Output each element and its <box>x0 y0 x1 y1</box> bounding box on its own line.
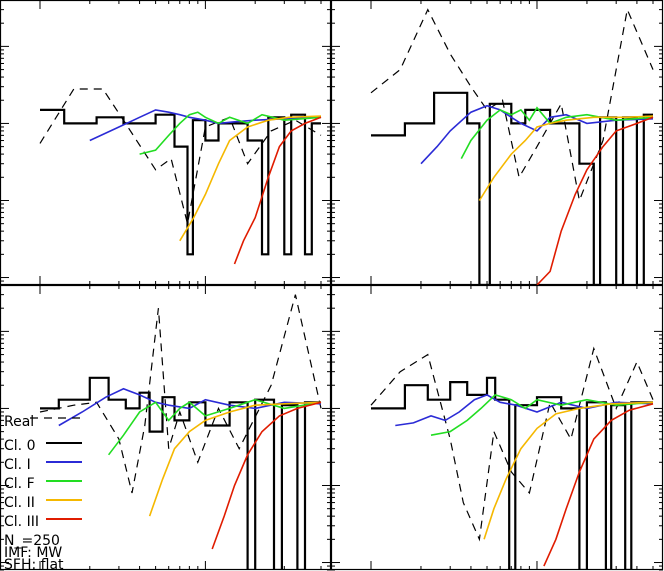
series-cl-f <box>139 111 322 155</box>
series-group <box>39 294 322 570</box>
panel-frame <box>0 0 332 286</box>
series-real <box>39 88 322 224</box>
series-group <box>370 346 654 570</box>
series-cl-i <box>420 104 654 165</box>
legend-label-cl3: Cl. III <box>4 514 39 530</box>
panel-2 <box>330 0 664 286</box>
panel-1 <box>0 0 332 286</box>
legend-label-cl0: Cl. 0 <box>4 438 35 454</box>
series-cl-0 <box>371 91 653 285</box>
series-cl-ii <box>478 115 654 201</box>
series-cl-i <box>58 387 322 427</box>
panel-3 <box>0 284 332 571</box>
series-group <box>370 7 654 285</box>
panel-frame <box>330 0 664 286</box>
legend-note-imf: IMF: MW <box>4 545 62 561</box>
series-cl-i <box>89 109 322 142</box>
legend-note-n: N_=250 <box>4 533 60 549</box>
series-cl-iii <box>233 116 322 265</box>
legend-label-real: Real <box>4 414 34 430</box>
series-real <box>39 294 322 494</box>
series-cl-f <box>107 398 322 456</box>
series-cl-ii <box>179 115 322 242</box>
series-cl-f <box>430 394 654 436</box>
series-cl-iii <box>211 401 322 550</box>
series-cl-f <box>460 106 654 159</box>
panel-4 <box>330 284 664 571</box>
panel-frame <box>0 284 332 571</box>
panel-frame <box>330 284 664 571</box>
series-cl-ii <box>483 401 654 540</box>
legend-label-clf: Cl. F <box>4 476 35 492</box>
series-cl-ii <box>148 401 322 517</box>
series-cl-0 <box>371 376 653 570</box>
series-cl-iii <box>543 403 654 567</box>
legend-label-cl1: Cl. I <box>4 457 31 473</box>
series-group <box>39 88 322 265</box>
legend-label-cl2: Cl. II <box>4 495 35 511</box>
series-cl-0 <box>40 108 321 256</box>
legend: Real Cl. 0 Cl. I Cl. F Cl. II Cl. III N_… <box>4 414 82 571</box>
series-real <box>370 346 654 542</box>
legend-note-sfh: SFH: flat <box>4 557 64 571</box>
series-cl-iii <box>536 116 654 285</box>
